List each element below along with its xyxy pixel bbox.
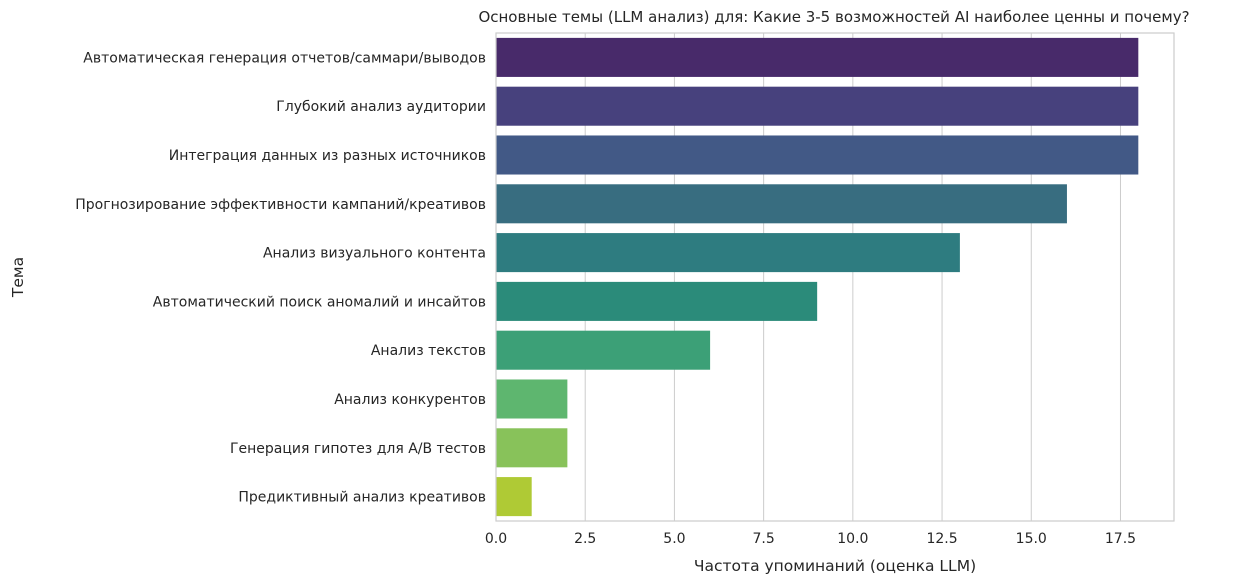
y-tick-label: Анализ текстов	[371, 343, 486, 359]
x-tick-label: 15.0	[1016, 531, 1047, 547]
y-tick-label: Автоматическая генерация отчетов/саммари…	[83, 50, 486, 66]
y-tick-label: Генерация гипотез для A/B тестов	[230, 441, 486, 457]
x-tick-label: 7.5	[752, 531, 774, 547]
bar	[496, 184, 1067, 224]
y-tick-label: Глубокий анализ аудитории	[276, 99, 486, 115]
x-tick-label: 5.0	[663, 531, 685, 547]
x-tick-label: 10.0	[837, 531, 868, 547]
bar	[496, 428, 568, 468]
chart-title: Основные темы (LLM анализ) для: Какие 3-…	[478, 8, 1189, 26]
bar	[496, 281, 818, 321]
bar	[496, 477, 532, 517]
y-tick-label: Анализ визуального контента	[263, 246, 486, 262]
bar	[496, 135, 1139, 175]
x-tick-label: 17.5	[1105, 531, 1136, 547]
y-axis-label: Тема	[9, 257, 27, 298]
y-tick-label: Интеграция данных из разных источников	[169, 148, 486, 164]
x-tick-label: 0.0	[485, 531, 507, 547]
y-tick-label: Прогнозирование эффективности кампаний/к…	[75, 197, 486, 213]
y-tick-label: Предиктивный анализ креативов	[238, 490, 486, 506]
bar	[496, 86, 1139, 126]
bar	[496, 37, 1139, 77]
bars	[496, 37, 1139, 517]
y-tick-label: Анализ конкурентов	[334, 392, 486, 408]
y-tick-labels: Автоматическая генерация отчетов/саммари…	[75, 50, 486, 505]
x-tick-label: 12.5	[926, 531, 957, 547]
x-axis-label: Частота упоминаний (оценка LLM)	[694, 557, 976, 575]
plot-frame	[495, 32, 1175, 522]
y-tick-label: Автоматический поиск аномалий и инсайтов	[153, 294, 486, 310]
bar	[496, 379, 568, 419]
x-tick-labels: 0.0 2.5 5.0 7.5 10.0 12.5 15.0 17.5	[485, 531, 1136, 547]
x-tick-label: 2.5	[574, 531, 596, 547]
bar	[496, 330, 711, 370]
bar	[496, 233, 960, 273]
